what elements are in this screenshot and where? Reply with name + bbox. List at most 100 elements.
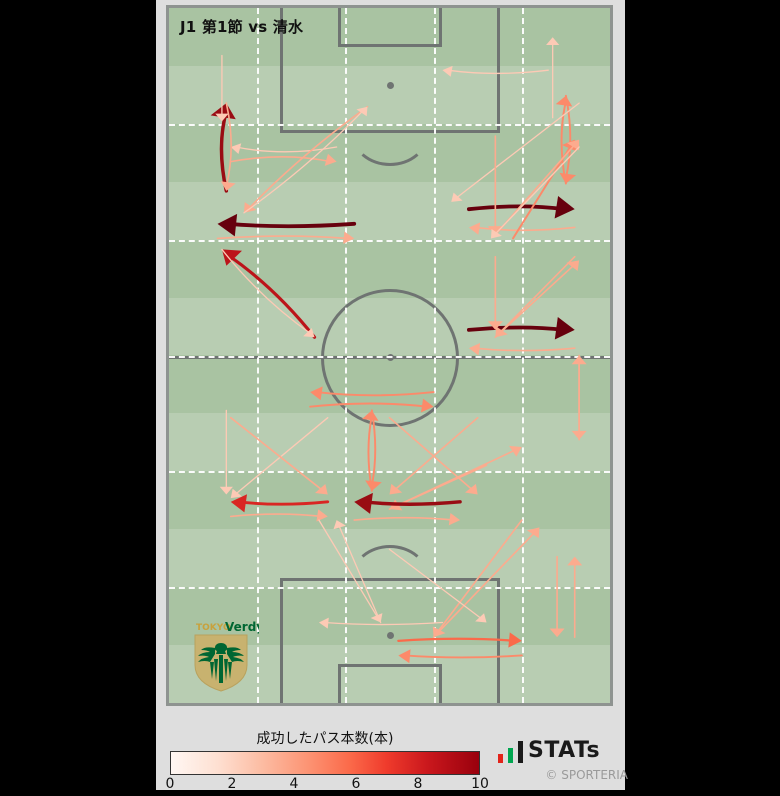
pass-arrow-head bbox=[303, 327, 315, 338]
crest-brand-text: Verdy bbox=[225, 620, 259, 634]
pass-arrow-head bbox=[389, 483, 403, 495]
colorbar-tick: 6 bbox=[351, 776, 361, 792]
pass-arrow-head bbox=[361, 410, 379, 421]
pass-arrow-shaft bbox=[236, 147, 337, 152]
penalty-arc-top bbox=[351, 100, 429, 166]
pitch: J1 第1節 vs 清水 TOKYO Verdy bbox=[166, 5, 613, 706]
pass-arrow-head bbox=[220, 181, 236, 191]
grid-line-horizontal bbox=[169, 239, 610, 242]
pass-arrow-head bbox=[546, 37, 560, 46]
pass-arrow-head bbox=[527, 527, 540, 539]
pass-arrow-head bbox=[230, 488, 243, 499]
pass-arrow-shaft bbox=[566, 96, 570, 178]
pass-arrow-head bbox=[508, 632, 522, 648]
crest-eagle bbox=[198, 643, 244, 683]
grid-line-horizontal bbox=[169, 355, 610, 358]
page-title: J1 第1節 vs 清水 bbox=[180, 18, 304, 36]
pass-arrow-head bbox=[221, 249, 242, 266]
pass-arrow-shaft bbox=[228, 224, 355, 226]
pass-arrow-shaft bbox=[398, 639, 514, 641]
pass-arrow-shaft bbox=[390, 418, 474, 491]
pass-arrow-shaft bbox=[338, 524, 380, 622]
pass-arrow-shaft bbox=[231, 157, 331, 162]
stats-logo: STATs bbox=[498, 738, 628, 763]
pass-arrow-head bbox=[333, 520, 346, 530]
pass-arrow-shaft bbox=[437, 520, 522, 633]
logo-bar-black bbox=[518, 741, 523, 763]
pass-arrow-shaft bbox=[495, 264, 575, 337]
pass-arrow-head bbox=[448, 512, 461, 526]
team-crest: TOKYO Verdy bbox=[183, 615, 264, 693]
stats-wordmark: STATs bbox=[528, 738, 601, 763]
pass-arrow-head bbox=[487, 226, 503, 235]
pass-arrow-head bbox=[310, 386, 323, 401]
pass-arrow-head bbox=[365, 480, 382, 491]
pass-arrow-head bbox=[490, 228, 502, 239]
pass-arrow-head bbox=[217, 213, 238, 237]
colorbar-title: 成功したパス本数(本) bbox=[256, 731, 394, 747]
pass-arrow-shaft bbox=[562, 101, 566, 183]
pass-arrow-shaft bbox=[310, 403, 427, 406]
figure-canvas: J1 第1節 vs 清水 TOKYO Verdy bbox=[156, 0, 628, 792]
pass-arrow-head bbox=[316, 509, 328, 522]
goal-area-bottom bbox=[338, 664, 442, 703]
pass-arrow-shaft bbox=[390, 549, 483, 619]
pass-arrow-head bbox=[219, 486, 233, 495]
colorbar: 成功したパス本数(本) 0 2 4 6 8 10 bbox=[166, 728, 489, 796]
penalty-spot-top bbox=[387, 82, 394, 89]
pass-arrow-shaft bbox=[372, 410, 375, 485]
pass-arrow-head bbox=[549, 628, 565, 638]
pass-arrow-head bbox=[230, 143, 242, 155]
pass-arrow-head bbox=[468, 222, 481, 235]
pass-arrow-shaft bbox=[317, 392, 434, 395]
pass-arrow-shaft bbox=[239, 502, 328, 504]
pass-arrow-head bbox=[468, 342, 481, 356]
pass-arrow-head bbox=[571, 355, 587, 365]
pass-arrow-head bbox=[554, 316, 575, 340]
pass-arrow-head bbox=[465, 483, 478, 495]
pass-arrow-head bbox=[343, 231, 355, 244]
pass-arrow-shaft bbox=[469, 206, 565, 209]
center-spot bbox=[387, 354, 394, 361]
pass-arrow-shaft bbox=[231, 418, 324, 492]
colorbar-ticks: 0 2 4 6 8 10 bbox=[166, 776, 489, 796]
pass-arrow-shaft bbox=[494, 147, 579, 235]
grid-line-horizontal bbox=[169, 587, 610, 590]
pass-arrow-head bbox=[318, 617, 329, 629]
penalty-spot-bottom bbox=[387, 632, 394, 639]
pass-arrow-shaft bbox=[222, 249, 311, 334]
pass-arrow-head bbox=[442, 65, 453, 77]
pass-arrow-shaft bbox=[475, 227, 575, 230]
pass-arrow-shaft bbox=[354, 518, 454, 520]
pass-arrow-head bbox=[508, 445, 522, 457]
pass-arrow-shaft bbox=[319, 520, 378, 619]
crest-top-text: TOKYO bbox=[196, 623, 231, 633]
pass-arrow-head bbox=[555, 95, 573, 107]
pass-arrow-head bbox=[566, 260, 580, 272]
logo-bar-red bbox=[498, 754, 503, 763]
pass-arrow-shaft bbox=[469, 327, 565, 329]
pass-arrow-shaft bbox=[324, 623, 442, 625]
pass-arrow-head bbox=[398, 649, 411, 664]
penalty-arc-bottom bbox=[351, 545, 429, 611]
pass-arrow-shaft bbox=[455, 103, 579, 199]
pass-arrow-shaft bbox=[368, 416, 371, 491]
pass-arrow-head bbox=[451, 192, 463, 202]
stats-branding: STATs © SPORTERIA bbox=[498, 738, 628, 782]
colorbar-tick: 0 bbox=[165, 776, 175, 792]
pass-arrow-head bbox=[324, 153, 337, 166]
colorbar-tick: 2 bbox=[227, 776, 237, 792]
pass-arrow-shaft bbox=[434, 531, 536, 637]
grid-line-horizontal bbox=[169, 471, 610, 474]
pass-arrow-head bbox=[487, 321, 503, 330]
grid-line-horizontal bbox=[169, 123, 610, 126]
colorbar-tick: 8 bbox=[413, 776, 423, 792]
pass-arrow-shaft bbox=[475, 348, 575, 350]
pass-arrow-shaft bbox=[221, 111, 226, 191]
pass-arrow-shaft bbox=[228, 255, 315, 337]
copyright-text: © SPORTERIA bbox=[545, 768, 628, 782]
pass-arrow-shaft bbox=[218, 236, 349, 238]
pass-arrow-head bbox=[215, 113, 229, 122]
colorbar-tick: 10 bbox=[471, 776, 489, 792]
